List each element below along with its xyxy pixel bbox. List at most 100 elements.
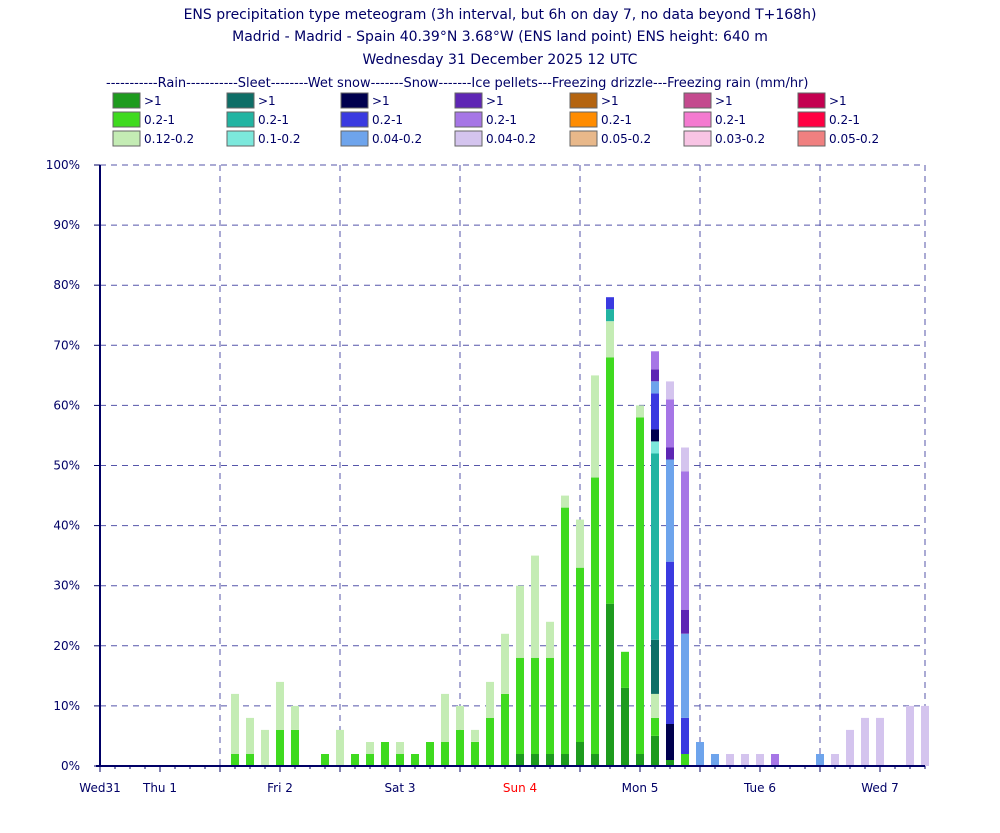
bar-26-rain_mod: [636, 417, 644, 754]
bar-0-rain_light: [231, 693, 239, 754]
bar-24-rain_mod: [606, 357, 614, 604]
bar-27-rain_heavy: [651, 736, 659, 766]
bar-28-snow_heavy: [666, 447, 674, 460]
bar-18-rain_heavy: [516, 754, 524, 766]
bar-17-rain_mod: [501, 693, 509, 766]
y-tick-label-9: 90%: [53, 218, 80, 232]
bar-39-snow_light: [831, 754, 839, 766]
bars: [231, 297, 929, 766]
legend-swatch-1-0: [226, 92, 255, 109]
bar-3-rain_mod: [276, 729, 284, 766]
y-tick-label-6: 60%: [53, 398, 80, 412]
bar-20-rain_mod: [546, 657, 554, 754]
bar-25-rain_heavy: [621, 687, 629, 766]
bar-9-rain_mod: [381, 742, 389, 766]
bar-20-rain_light: [546, 621, 554, 658]
bar-23-rain_heavy: [591, 754, 599, 766]
legend-label-0-0: >1: [144, 94, 162, 108]
legend-label-1-2: 0.1-0.2: [258, 132, 301, 146]
bar-1-rain_mod: [246, 754, 254, 766]
x-day-label-6: Tue 6: [743, 781, 776, 795]
bar-19-rain_mod: [531, 657, 539, 754]
bar-24-rain_light: [606, 321, 614, 358]
bar-18-rain_light: [516, 585, 524, 658]
y-tick-label-8: 80%: [53, 278, 80, 292]
bar-35-snow_mod: [771, 754, 779, 766]
bar-26-rain_heavy: [636, 754, 644, 766]
legend-swatch-0-2: [112, 130, 141, 147]
bar-13-rain_mod: [441, 742, 449, 766]
legend-swatch-3-2: [454, 130, 483, 147]
chart-title-line-1: ENS precipitation type meteogram (3h int…: [184, 7, 817, 23]
y-tick-label-7: 70%: [53, 338, 80, 352]
legend-swatch-6-0: [797, 92, 826, 109]
bar-12-rain_mod: [426, 742, 434, 766]
legend-label-2-0: >1: [372, 94, 390, 108]
bar-27-wetsnow_light: [651, 381, 659, 394]
bar-14-rain_light: [456, 705, 464, 730]
axes: 0% 10% 20% 30% 40% 50% 60% 70% 80% 90% 100% Wed31 Th…: [46, 158, 926, 795]
bar-25-rain_mod: [621, 651, 629, 688]
bar-28-wetsnow_light: [666, 459, 674, 562]
bar-4-rain_light: [291, 705, 299, 730]
bar-22-rain_mod: [576, 567, 584, 742]
legend-label-3-1: 0.2-1: [486, 113, 517, 127]
legend-label-5-0: >1: [715, 94, 733, 108]
bar-45-snow_light: [921, 705, 929, 766]
bar-19-rain_heavy: [531, 754, 539, 766]
legend-swatch-4-0: [569, 92, 598, 109]
bar-14-rain_mod: [456, 729, 464, 766]
bar-28-wetsnow_mod: [666, 561, 674, 724]
bar-24-wetsnow_mod: [606, 297, 614, 310]
bar-29-snow_heavy: [681, 609, 689, 634]
x-day-label-2: Fri 2: [267, 781, 293, 795]
bar-41-snow_light: [861, 717, 869, 766]
legend-label-2-2: 0.04-0.2: [372, 132, 422, 146]
legend-swatch-5-1: [683, 111, 712, 128]
x-day-label-1: Thu 1: [142, 781, 177, 795]
legend-swatch-1-1: [226, 111, 255, 128]
bar-27-sleet_mod: [651, 453, 659, 640]
legend: >1 0.2-1 0.12-0.2 >1 0.2-1 0.1-0.2 >1 0.2-1 0.04…: [112, 92, 879, 147]
legend-label-5-2: 0.03-0.2: [715, 132, 765, 146]
bar-4-rain_mod: [291, 729, 299, 766]
bar-0-rain_mod: [231, 754, 239, 766]
bar-28-rain_heavy: [666, 760, 674, 766]
legend-label-4-2: 0.05-0.2: [601, 132, 651, 146]
bar-27-snow_mod: [651, 351, 659, 370]
chart-title-line-2: Madrid - Madrid - Spain 40.39°N 3.68°W (…: [232, 29, 768, 45]
y-tick-label-1: 10%: [53, 699, 80, 713]
legend-swatch-2-0: [340, 92, 369, 109]
bar-29-snow_light: [681, 447, 689, 472]
legend-label-1-1: 0.2-1: [258, 113, 289, 127]
bar-3-rain_light: [276, 681, 284, 730]
legend-swatch-0-0: [112, 92, 141, 109]
legend-swatch-6-1: [797, 111, 826, 128]
legend-label-0-1: 0.2-1: [144, 113, 175, 127]
bar-21-rain_heavy: [561, 754, 569, 766]
bar-29-wetsnow_mod: [681, 717, 689, 754]
x-day-label-0: Wed31: [79, 781, 120, 795]
bar-40-snow_light: [846, 729, 854, 766]
bar-33-snow_light: [741, 754, 749, 766]
legend-label-4-1: 0.2-1: [601, 113, 632, 127]
bar-42-snow_light: [876, 717, 884, 766]
x-day-label-5: Mon 5: [622, 781, 659, 795]
x-day-label-3: Sat 3: [384, 781, 415, 795]
legend-swatch-3-1: [454, 111, 483, 128]
legend-swatch-5-2: [683, 130, 712, 147]
legend-swatch-4-2: [569, 130, 598, 147]
bar-29-wetsnow_light: [681, 633, 689, 718]
y-tick-label-5: 50%: [53, 459, 80, 473]
bar-28-snow_light: [666, 381, 674, 400]
bar-27-rain_mod: [651, 717, 659, 736]
bar-24-sleet_mod: [606, 309, 614, 322]
bar-30-wetsnow_light: [696, 742, 704, 766]
bar-27-wetsnow_mod: [651, 393, 659, 430]
bar-27-wetsnow_heavy: [651, 429, 659, 442]
bar-27-sleet_light: [651, 441, 659, 454]
legend-swatch-4-1: [569, 111, 598, 128]
bar-1-rain_light: [246, 717, 254, 754]
bar-8-rain_light: [366, 742, 374, 754]
bar-15-rain_light: [471, 729, 479, 742]
